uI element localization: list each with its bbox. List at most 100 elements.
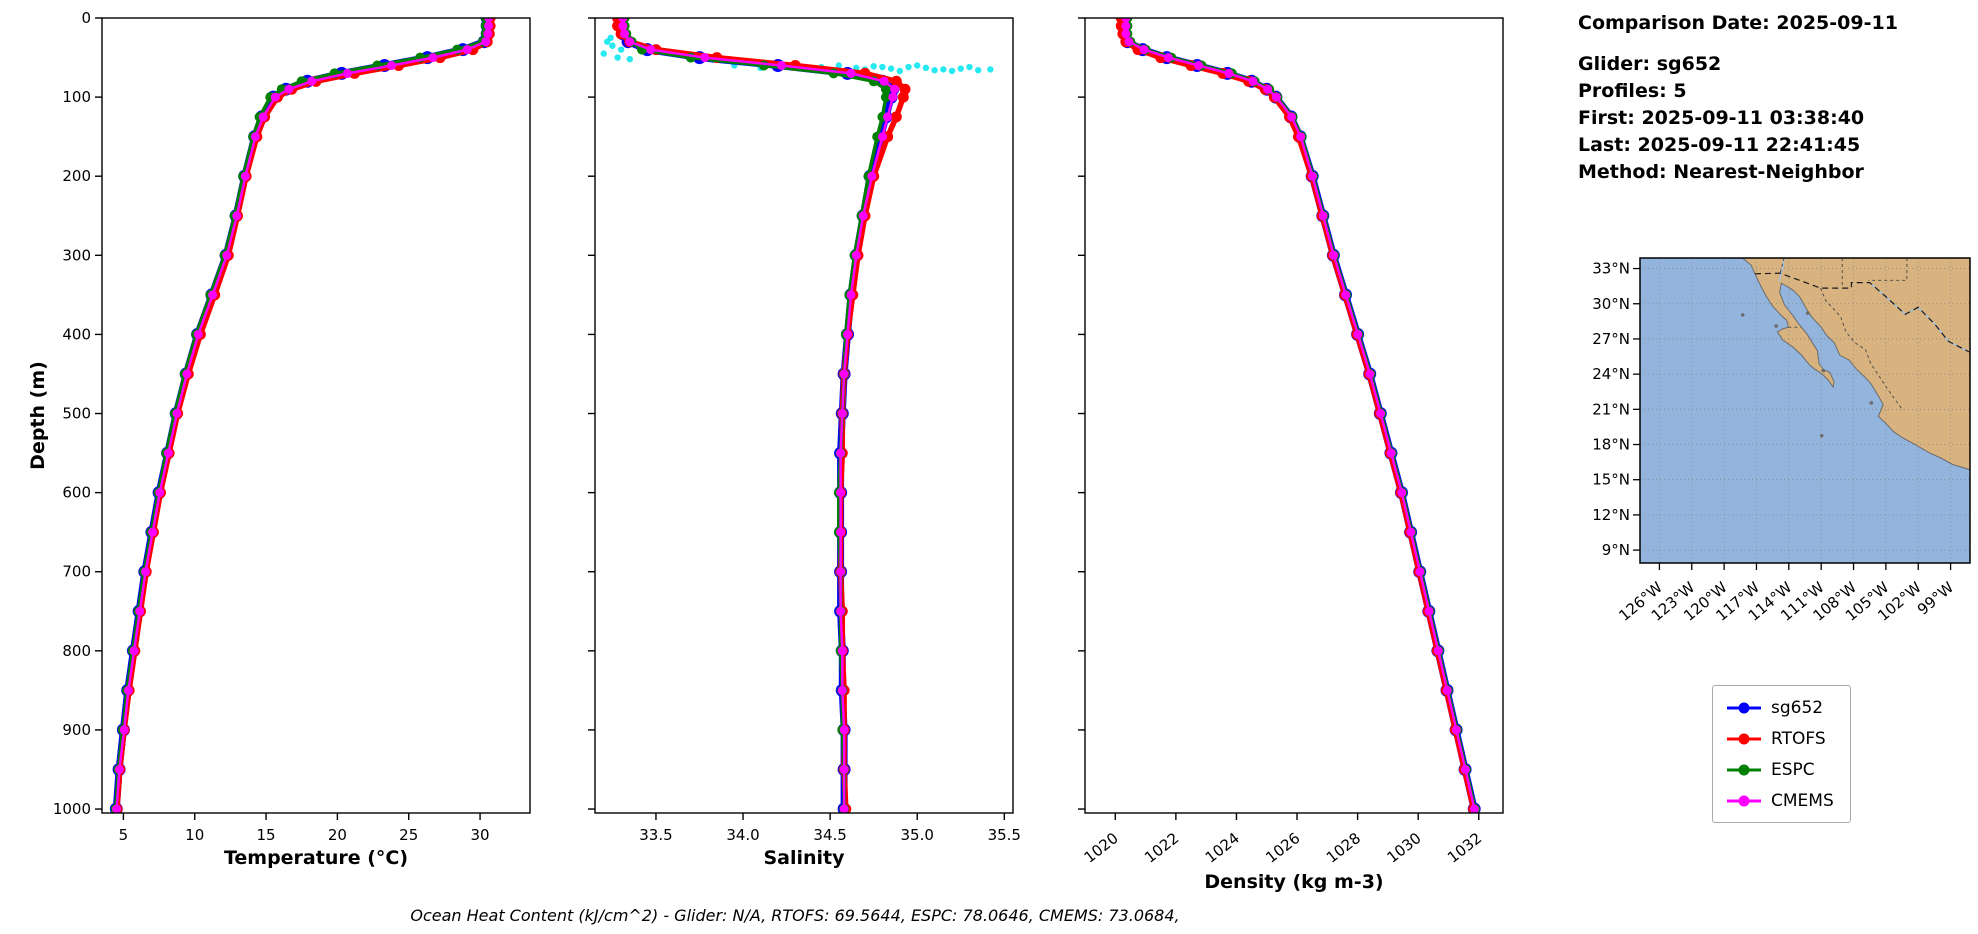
map-lat-label: 24°N xyxy=(1592,365,1630,383)
x-tick-label: 34.0 xyxy=(726,826,759,844)
series-marker-CMEMS xyxy=(839,725,849,735)
y-tick-label: 200 xyxy=(62,167,91,185)
series-marker-CMEMS xyxy=(270,92,280,102)
series-marker-CMEMS xyxy=(839,804,849,813)
map-island xyxy=(1819,433,1824,438)
scatter-point-glider-raw-obs xyxy=(879,63,886,71)
series-marker-CMEMS xyxy=(846,290,856,300)
x-tick-label: 35.5 xyxy=(988,826,1021,844)
scatter-point-glider-raw-obs xyxy=(600,50,607,57)
series-marker-CMEMS xyxy=(240,171,250,181)
series-marker-CMEMS xyxy=(481,37,491,47)
series-marker-CMEMS xyxy=(839,765,849,774)
series-marker-CMEMS xyxy=(836,448,846,458)
map-island xyxy=(1740,313,1745,317)
series-marker-CMEMS xyxy=(1415,567,1425,577)
series-marker-CMEMS xyxy=(462,45,472,55)
series-marker-CMEMS xyxy=(208,290,218,300)
y-tick-label: 800 xyxy=(62,642,91,660)
series-marker-CMEMS xyxy=(258,112,268,122)
scatter-point-glider-raw-obs xyxy=(940,66,947,73)
map-lat-label: 27°N xyxy=(1592,330,1630,348)
series-line-ESPC xyxy=(113,18,488,811)
series-marker-CMEMS xyxy=(1433,646,1443,656)
x-axis-label: Temperature (°C) xyxy=(224,847,408,869)
salinity-profile-chart: 33.5 34.0 34.5 35.0 35.5 Salinity xyxy=(588,17,1021,869)
y-tick-label: 400 xyxy=(62,325,91,343)
x-tick-label: 5 xyxy=(119,826,129,844)
series-marker-CMEMS xyxy=(250,132,260,142)
scatter-point-glider-raw-obs xyxy=(957,65,964,72)
series-marker-CMEMS xyxy=(851,250,861,260)
map-state-border xyxy=(1868,258,1908,281)
series-marker-CMEMS xyxy=(1248,76,1258,86)
series-marker-CMEMS xyxy=(1470,804,1479,813)
y-axis-label: Depth (m) xyxy=(27,361,49,470)
x-tick-label: 34.5 xyxy=(813,826,846,844)
scatter-point-glider-raw-obs xyxy=(914,62,921,69)
x-tick-label: 35.0 xyxy=(901,826,934,844)
density-profile-chart: 1020 1022 1024 1026 1028 1030 1032 Density (kg … xyxy=(1078,17,1504,893)
series-marker-CMEMS xyxy=(342,68,352,78)
y-tick-label: 500 xyxy=(62,405,91,423)
series-marker-CMEMS xyxy=(1442,685,1452,695)
series-marker-CMEMS xyxy=(836,488,846,498)
scatter-point-glider-raw-obs xyxy=(887,65,895,72)
series-marker-CMEMS xyxy=(1397,488,1407,498)
series-marker-CMEMS xyxy=(129,646,139,656)
data-layer xyxy=(109,18,496,813)
plot-frame xyxy=(594,17,1014,814)
scatter-point-glider-raw-obs xyxy=(931,67,938,74)
series-marker-CMEMS xyxy=(119,725,129,735)
map-state-border xyxy=(1820,287,1904,411)
scatter-point-glider-raw-obs xyxy=(948,67,956,75)
map-island xyxy=(1774,324,1779,328)
series-marker-CMEMS xyxy=(836,606,846,616)
series-marker-RTOFS xyxy=(890,75,902,87)
series-line-CMEMS xyxy=(621,18,896,811)
info-panel: Comparison Date: 2025-09-11 Glider: sg65… xyxy=(1578,10,1974,186)
series-marker-CMEMS xyxy=(163,448,173,458)
scatter-point-glider-raw-obs xyxy=(922,64,930,72)
series-marker-CMEMS xyxy=(114,765,124,774)
legend: sg652 RTOFS ESPC CMEMS xyxy=(1712,685,1851,823)
series-marker-CMEMS xyxy=(836,567,846,577)
legend-label: RTOFS xyxy=(1771,728,1826,749)
map-island xyxy=(1805,311,1810,315)
scatter-point-glider-raw-obs xyxy=(987,66,994,73)
y-tick-label: 700 xyxy=(62,563,91,581)
scatter-point-glider-raw-obs xyxy=(966,63,973,71)
x-tick-label: 1028 xyxy=(1323,829,1364,867)
series-marker-CMEMS xyxy=(1386,448,1396,458)
series-marker-CMEMS xyxy=(1271,92,1281,102)
plot-background xyxy=(1085,18,1503,813)
comparison-date-text: Comparison Date: 2025-09-11 xyxy=(1578,12,1898,34)
legend-swatch-cmems xyxy=(1727,795,1761,806)
plot-background xyxy=(595,18,1013,813)
scatter-point-glider-raw-obs xyxy=(626,55,634,63)
series-marker-CMEMS xyxy=(1287,112,1297,122)
series-marker-CMEMS xyxy=(1424,606,1434,616)
x-tick-label: 1032 xyxy=(1444,829,1485,867)
series-marker-CMEMS xyxy=(877,132,887,142)
series-marker-CMEMS xyxy=(484,18,494,23)
scatter-point-glider-raw-obs xyxy=(617,46,625,53)
method-text: Method: Nearest-Neighbor xyxy=(1578,160,1864,183)
series-marker-CMEMS xyxy=(193,329,203,339)
legend-label: ESPC xyxy=(1771,759,1815,780)
series-marker-CMEMS xyxy=(232,211,242,221)
series-marker-CMEMS xyxy=(837,409,847,418)
map-lat-label: 21°N xyxy=(1592,400,1630,418)
series-marker-CMEMS xyxy=(620,29,630,39)
series-marker-CMEMS xyxy=(1353,329,1363,339)
series-marker-CMEMS xyxy=(1318,211,1328,221)
y-tick-label: 100 xyxy=(62,88,91,106)
series-marker-CMEMS xyxy=(1194,61,1204,70)
profiles-count-text: Profiles: 5 xyxy=(1578,79,1687,102)
x-tick-label: 30 xyxy=(471,826,490,844)
scatter-point-glider-raw-obs xyxy=(870,63,877,70)
series-marker-CMEMS xyxy=(836,527,846,537)
series-marker-CMEMS xyxy=(123,685,133,695)
series-marker-CMEMS xyxy=(1124,37,1134,47)
series-marker-CMEMS xyxy=(618,18,628,23)
